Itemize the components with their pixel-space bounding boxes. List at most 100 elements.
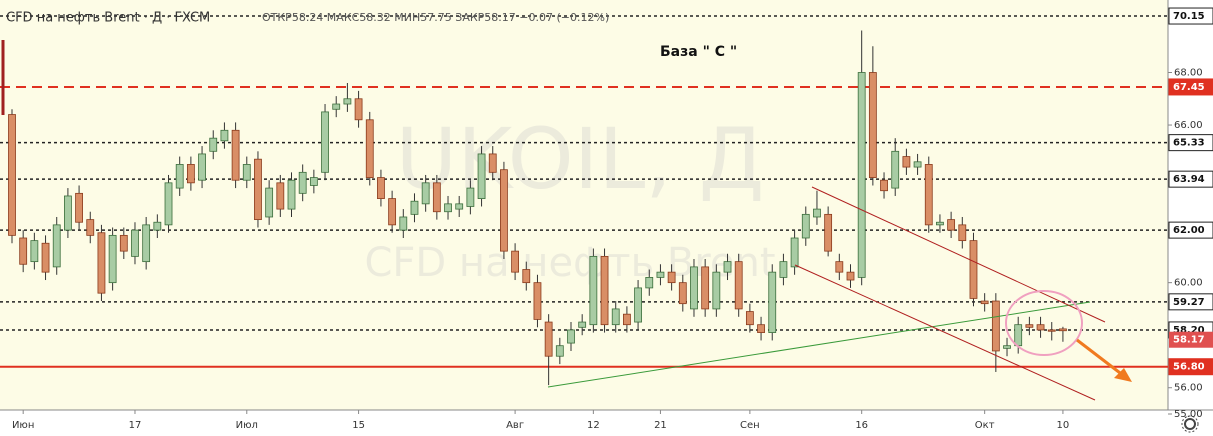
x-tick-label: Окт: [975, 420, 995, 431]
candle-body: [1047, 329, 1056, 332]
level-label-box: [1168, 134, 1213, 152]
candle-body: [623, 313, 631, 326]
levels: [0, 15, 1168, 368]
x-tick-label: Сен: [740, 420, 760, 431]
level-label-box: [1168, 7, 1213, 25]
candle-body: [131, 229, 139, 257]
candle-body: [298, 171, 307, 194]
candle-body: [488, 153, 497, 173]
candle-body: [790, 237, 799, 268]
candle-body: [220, 129, 229, 142]
candle-body: [712, 271, 721, 310]
candle-body: [52, 224, 61, 268]
candle-body: [142, 224, 151, 263]
arrow: [1076, 338, 1125, 378]
candle-body: [75, 192, 83, 223]
candle-body: [354, 98, 363, 121]
candle-body: [153, 221, 162, 231]
level-label: 62.00: [1173, 225, 1205, 236]
candle-body: [701, 266, 710, 310]
candle-body: [332, 103, 341, 110]
candle-body: [555, 345, 564, 357]
x-tick-label: 17: [129, 420, 142, 431]
candle-body: [119, 234, 128, 252]
candle-body: [567, 329, 575, 344]
candle-body: [254, 158, 262, 221]
candle-body: [980, 300, 989, 305]
level-label: 63.94: [1173, 174, 1205, 185]
x-tick-label: 12: [587, 420, 600, 431]
y-tick-label: 66.00: [1174, 120, 1203, 131]
level-label: 56.80: [1173, 362, 1205, 373]
channel-upper: [811, 186, 1106, 323]
channel-lower: [794, 264, 1096, 401]
candle-body: [8, 114, 16, 236]
level-label: 67.45: [1173, 82, 1205, 93]
candle-body: [600, 255, 609, 326]
chart-title: CFD на нефть Brent · Д · FXCM: [6, 11, 210, 26]
last-price-label: 58.17: [1173, 335, 1205, 346]
candle-body: [656, 271, 665, 278]
candle-body: [343, 98, 352, 105]
level-label: 58.20: [1173, 325, 1205, 336]
candle-body: [511, 250, 520, 273]
candle-body: [678, 282, 687, 305]
candle-body: [880, 179, 888, 192]
candle-body: [779, 261, 788, 278]
x-tick-label: 10: [1057, 420, 1070, 431]
y-axis: 55.00 56.00 60.00 66.00 68.00 70.15 67.45 65.33…: [1168, 7, 1213, 420]
candle-body: [533, 282, 542, 320]
ohlc-readout: ОТКР58.24 МАКС58.32 МИН57.75 ЗАКР58.17 −…: [262, 11, 609, 24]
candle-body: [421, 182, 430, 205]
candle-body: [309, 177, 318, 186]
candle-body: [768, 271, 777, 333]
candle-body: [813, 208, 821, 218]
candle-body: [835, 261, 844, 273]
candle-body: [276, 182, 285, 210]
candle-body: [578, 321, 587, 328]
candle-body: [175, 164, 184, 189]
candle-body: [30, 240, 39, 263]
candle-body: [824, 213, 833, 252]
candle-body: [444, 203, 452, 213]
candle-body: [913, 161, 922, 168]
last-price-box: [1169, 331, 1213, 348]
plot-area: [0, 0, 1168, 410]
highlight-circle: [1005, 290, 1083, 356]
candle-body: [723, 261, 732, 273]
candle-body: [1003, 345, 1011, 349]
candle-body: [432, 182, 441, 213]
candle-body: [186, 164, 195, 184]
level-label: 59.27: [1173, 297, 1205, 308]
settings-icon[interactable]: [1181, 415, 1199, 433]
annotation: База " С ": [660, 44, 737, 60]
candle-body: [846, 271, 855, 281]
candle-body: [321, 111, 329, 173]
candle-body: [64, 195, 72, 231]
candle-body: [86, 219, 95, 236]
candle-body: [399, 216, 408, 231]
level-label: 70.15: [1173, 11, 1205, 22]
candle-body: [634, 287, 642, 323]
candle-body: [690, 266, 698, 310]
y-tick-label: 55.00: [1174, 409, 1203, 420]
candle-body: [365, 119, 374, 178]
candle-body: [947, 219, 956, 231]
candle-body: [757, 324, 765, 333]
x-axis: Июн 17 Июл 15 Авг 12 21 Сен 16 Окт 10: [12, 410, 1069, 431]
x-tick-label: 15: [352, 420, 365, 431]
level-label-box: [1168, 170, 1213, 188]
candle-body: [958, 224, 967, 242]
candle-body: [611, 308, 620, 326]
candle-body: [242, 164, 251, 181]
candle-body: [801, 213, 810, 239]
candle-body: [500, 169, 508, 252]
candle-body: [544, 321, 553, 357]
candle-body: [1014, 324, 1023, 347]
candle-body: [522, 269, 531, 284]
candle-body: [477, 153, 486, 199]
candle-body: [466, 187, 475, 207]
trend-line: [547, 301, 1091, 388]
level-label-box: [1168, 221, 1213, 239]
